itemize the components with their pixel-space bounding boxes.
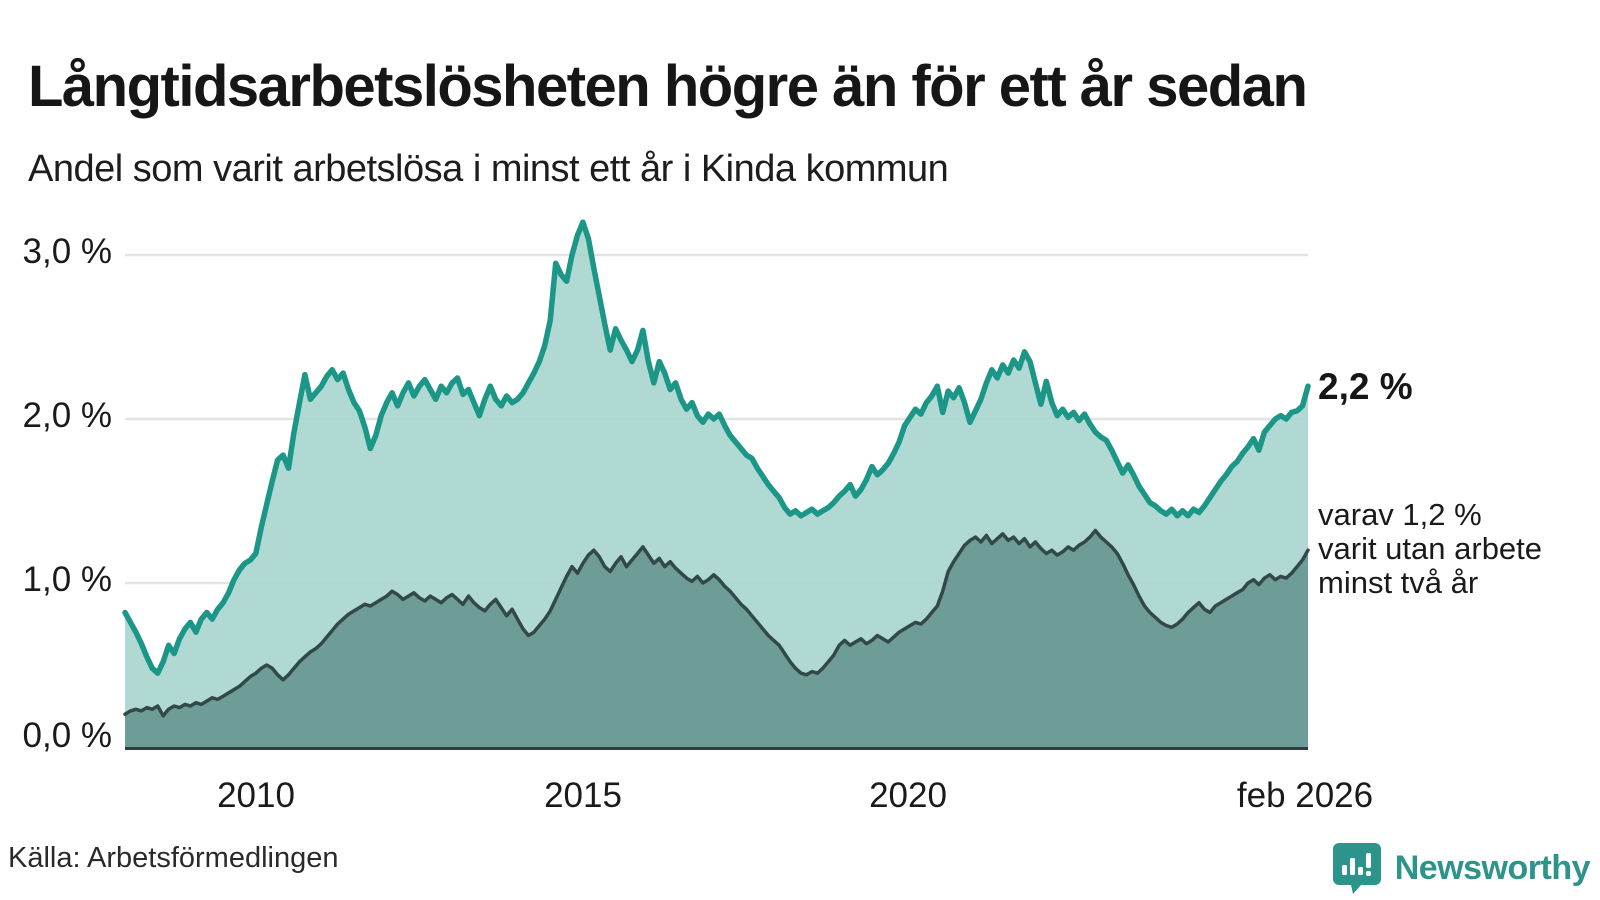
y-tick-label: 3,0 %	[22, 232, 113, 271]
x-tick-label: 2010	[217, 776, 295, 815]
page-title: Långtidsarbetslösheten högre än för ett …	[28, 53, 1308, 119]
x-tick-label: 2015	[544, 776, 622, 815]
y-tick-label: 1,0 %	[22, 560, 113, 599]
brand-name: Newsworthy	[1394, 848, 1591, 887]
series-2-line	[123, 528, 1310, 718]
series-2-annotation: varav 1,2 % varit utan arbete minst två …	[1318, 497, 1543, 601]
x-tick-label: feb 2026	[1236, 776, 1374, 815]
annotation-line: minst två år	[1318, 565, 1479, 601]
chart-subtitle: Andel som varit arbetslösa i minst ett å…	[28, 147, 949, 190]
x-tick-label: 2020	[869, 776, 947, 815]
annotation-line: varav 1,2 %	[1318, 497, 1482, 532]
y-tick-label: 0,0 %	[22, 716, 113, 755]
y-tick-label: 2,0 %	[22, 396, 113, 435]
series-1-end-value-label: 2,2 %	[1318, 366, 1413, 407]
newsworthy-icon	[1332, 843, 1381, 894]
series-1-line	[122, 219, 1311, 676]
source-attribution: Källa: Arbetsförmedlingen	[8, 842, 339, 874]
brand-logo: Newsworthy	[1331, 840, 1591, 896]
annotation-line: varit utan arbete	[1318, 531, 1543, 567]
series-2-area	[125, 530, 1308, 747]
